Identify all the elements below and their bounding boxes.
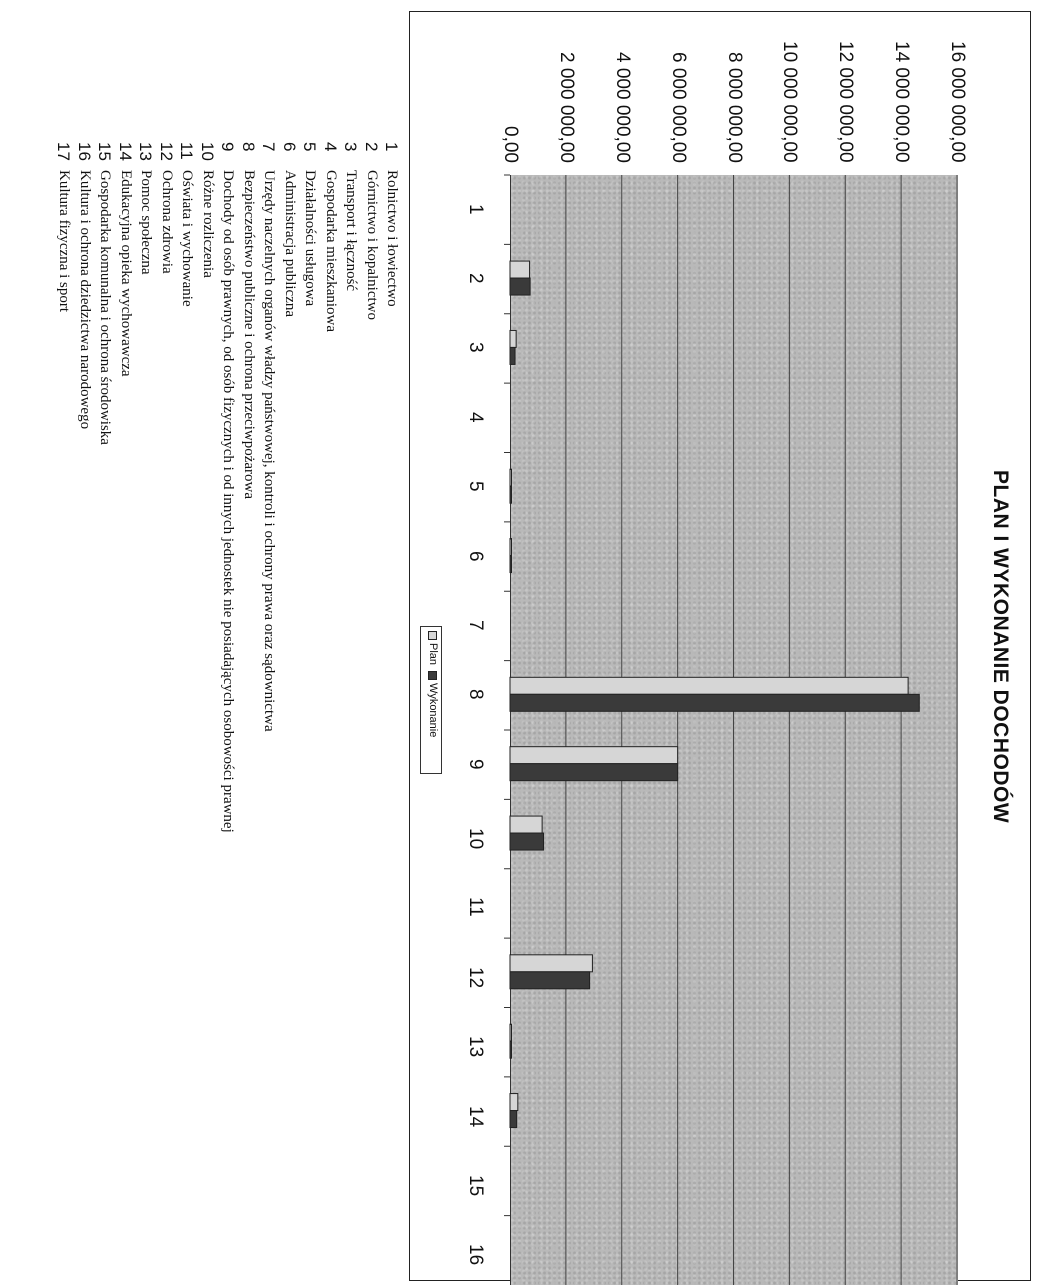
y-tick-label: 2 000 000,00: [555, 52, 577, 163]
bar-wykonanie: [509, 693, 920, 712]
bar-wykonanie: [509, 763, 679, 782]
category-number: 8: [238, 142, 258, 152]
category-label: Różne rozliczenia: [199, 170, 216, 278]
x-tick-label: 5: [465, 481, 486, 492]
x-tick-label: 9: [465, 758, 486, 770]
category-number: 16: [74, 142, 94, 161]
category-label: Gospodarka komunalna i ochrona środowisk…: [97, 170, 113, 445]
x-tick-label: 11: [465, 897, 486, 918]
legend-label-wykonanie: Wykonanie: [427, 683, 439, 738]
bar-plan: [509, 468, 512, 487]
category-number: 7: [259, 142, 278, 152]
category-label: Rolnictwo i łowiectwo: [384, 170, 400, 307]
x-tick-label: 12: [465, 966, 486, 988]
category-number: 17: [54, 142, 73, 161]
x-tick-label: 4: [465, 411, 486, 423]
bar-plan: [509, 538, 512, 557]
category-number: 12: [156, 142, 176, 161]
legend-swatch-plan: [428, 631, 438, 640]
category-label: Oświata i wychowanie: [179, 170, 195, 307]
y-tick-label: 16 000 000,00: [947, 41, 968, 163]
category-label: Kultura i ochrona dziedzictwa narodowego: [76, 170, 93, 430]
y-tick-label: 4 000 000,00: [611, 52, 633, 163]
x-tick-label: 6: [465, 550, 486, 562]
category-number: 1: [382, 142, 401, 152]
category-number: 9: [218, 142, 237, 152]
legend-label-plan: Plan: [427, 643, 439, 666]
bar-wykonanie: [509, 1040, 512, 1059]
x-tick-label: 16: [465, 1244, 486, 1266]
bar-wykonanie: [509, 555, 512, 574]
bar-plan: [509, 329, 517, 348]
x-tick-label: 8: [465, 689, 486, 700]
category-number: 10: [197, 142, 217, 161]
category-label: Administracja publiczna: [281, 170, 298, 318]
category-number: 2: [361, 142, 381, 152]
category-label: Transport i łączność: [343, 170, 359, 292]
bar-wykonanie: [509, 485, 512, 504]
bar-plan: [509, 1023, 512, 1042]
x-tick-label: 3: [465, 342, 486, 354]
category-label: Dochody od osób prawnych, od osób fizycz…: [220, 170, 236, 833]
category-number: 6: [279, 142, 299, 152]
category-label: Urzędy naczelnych organów władzy państwo…: [261, 170, 277, 732]
category-number: 5: [300, 142, 319, 152]
category-label: Gospodarka mieszkaniowa: [322, 170, 339, 333]
y-tick-label: 0,00: [500, 126, 521, 163]
y-tick-label: 12 000 000,00: [835, 41, 857, 163]
category-number: 11: [177, 142, 196, 160]
bar-plan: [509, 676, 909, 695]
y-tick-label: 10 000 000,00: [779, 41, 801, 163]
category-number: 13: [136, 142, 155, 161]
legend-swatch-wykonanie: [428, 671, 438, 681]
category-number: 15: [95, 142, 114, 161]
bar-plan: [509, 746, 679, 765]
chart-title: PLAN I WYKONANIE DOCHODÓW: [989, 470, 1012, 824]
x-tick-label: 2: [465, 273, 486, 284]
bar-wykonanie: [509, 1110, 518, 1129]
y-tick-label: 6 000 000,00: [667, 52, 689, 163]
x-tick-label: 7: [465, 619, 486, 631]
category-label: Pomoc społeczna: [138, 170, 154, 275]
y-tick-label: 8 000 000,00: [723, 52, 745, 163]
category-label: Górnictwo i kopalnictwo: [363, 170, 380, 320]
bar-plan: [509, 815, 543, 834]
chart-legend: Plan Wykonanie: [420, 626, 442, 774]
x-tick-label: 14: [465, 1105, 486, 1127]
x-tick-label: 15: [465, 1174, 486, 1197]
category-number: 4: [320, 142, 340, 152]
category-label: Działalności usługowa: [302, 170, 318, 307]
bar-wykonanie: [509, 277, 531, 296]
category-label: Bezpieczeństwo publiczne i ochrona przec…: [240, 170, 257, 500]
x-tick-label: 13: [465, 1036, 486, 1058]
category-number: 3: [341, 142, 360, 152]
bar-plan: [509, 954, 593, 973]
category-label: Edukacyjna opieka wychowawcza: [117, 170, 134, 377]
bar-wykonanie: [509, 971, 591, 990]
bar-wykonanie: [509, 346, 516, 365]
bar-wykonanie: [509, 832, 545, 851]
category-number: 14: [115, 142, 135, 161]
category-label: Kultura fizyczna i sport: [56, 170, 72, 313]
x-tick-label: 10: [465, 828, 486, 850]
category-label: Ochrona zdrowia: [158, 170, 175, 274]
bar-plan: [509, 1093, 519, 1112]
bar-plan: [509, 260, 531, 279]
x-tick-label: 1: [465, 203, 486, 215]
y-tick-label: 14 000 000,00: [891, 41, 913, 163]
plot-area: [510, 175, 958, 1285]
